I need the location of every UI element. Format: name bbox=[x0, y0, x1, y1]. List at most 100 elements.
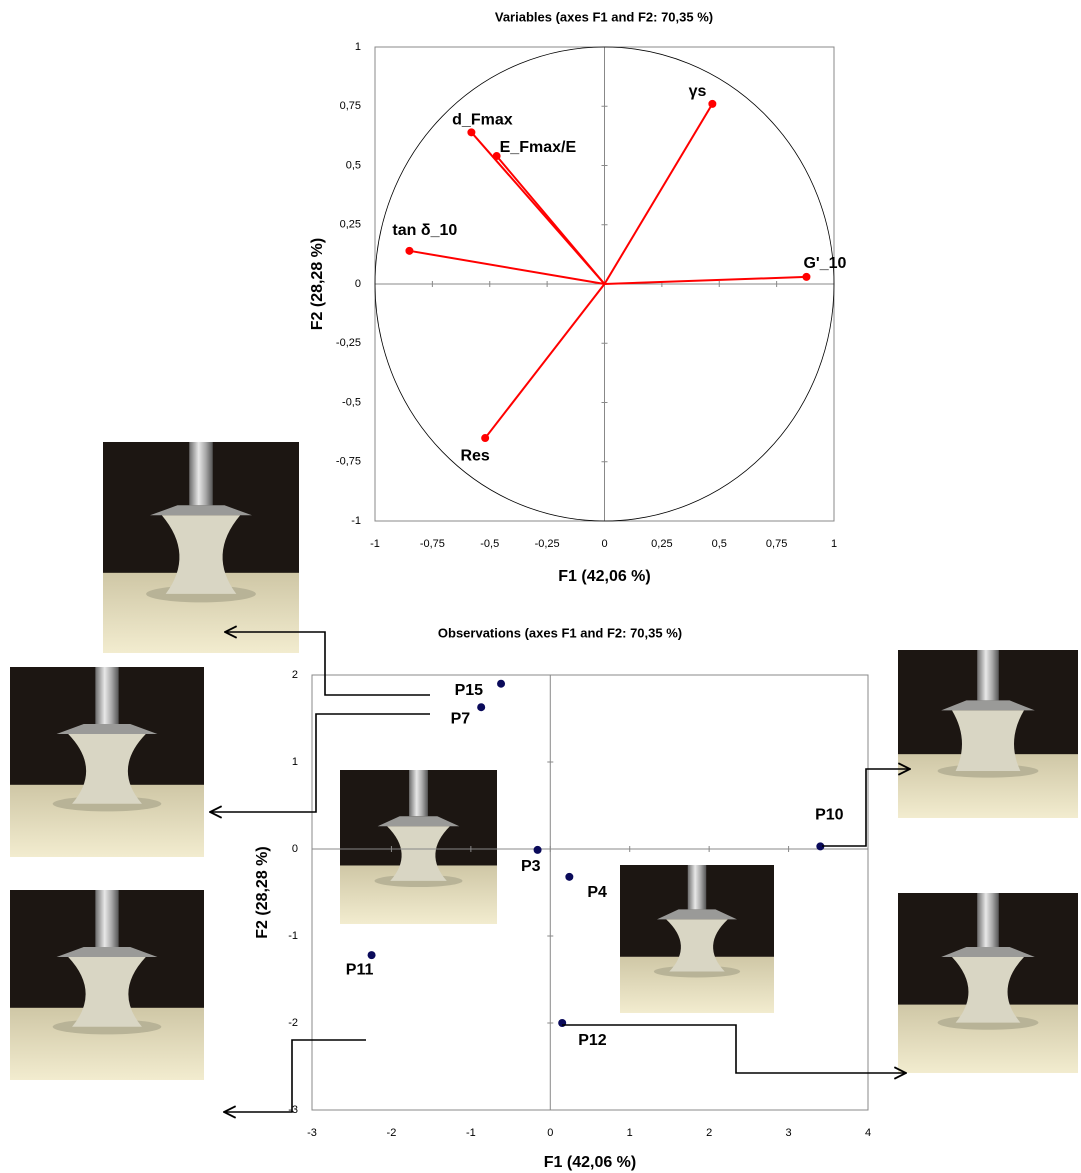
y-tick-label: 0 bbox=[292, 843, 298, 855]
y-tick-label: 2 bbox=[292, 669, 298, 681]
photo-filament bbox=[387, 826, 450, 881]
charts: -1 -0,75 -0,5 -0,25 0 0,25 0,5 0,75 1 -1 -0,75 -0,5… bbox=[10, 9, 1078, 1171]
point bbox=[497, 679, 506, 688]
y-tick-label: -3 bbox=[288, 1104, 298, 1116]
point-label: E_Fmax/E bbox=[500, 139, 577, 156]
photo-disc bbox=[377, 816, 460, 827]
photo-filament bbox=[952, 710, 1024, 771]
point-label: Res bbox=[460, 447, 489, 464]
y-tick-label: -0,5 bbox=[342, 396, 361, 408]
x-tick-label: 4 bbox=[865, 1127, 871, 1139]
x-tick-label: -3 bbox=[307, 1127, 317, 1139]
vector-point bbox=[467, 128, 476, 137]
photo bbox=[10, 890, 204, 1080]
photo bbox=[620, 865, 774, 1013]
x-tick-label: 0,5 bbox=[712, 538, 727, 550]
point-label: γs bbox=[689, 83, 707, 100]
point-label: P11 bbox=[346, 961, 374, 978]
photo-filament bbox=[952, 957, 1024, 1023]
x-tick-label: 1 bbox=[831, 538, 837, 550]
point-label: P4 bbox=[587, 884, 607, 901]
photo-disc bbox=[941, 947, 1035, 957]
vector-point bbox=[492, 152, 501, 161]
vector-line bbox=[495, 155, 606, 285]
photo bbox=[898, 893, 1078, 1073]
y-tick-label: 1 bbox=[355, 41, 361, 53]
connector-arrow bbox=[210, 713, 430, 812]
connector-arrow bbox=[822, 769, 910, 847]
x-tick-label: 0,25 bbox=[651, 538, 672, 550]
point-label: d_Fmax bbox=[452, 112, 513, 129]
x-tick-label: 0 bbox=[601, 538, 607, 550]
photo-shaft bbox=[95, 890, 119, 947]
vector-point bbox=[481, 434, 490, 443]
connector-arrow bbox=[562, 1024, 906, 1073]
y-tick-label: -2 bbox=[288, 1017, 298, 1029]
photo-shaft bbox=[977, 650, 999, 701]
photo-shaft bbox=[95, 667, 119, 724]
point-label: P3 bbox=[521, 858, 541, 875]
y-tick-label: 0,25 bbox=[340, 219, 361, 231]
vector-line bbox=[409, 249, 605, 285]
point-label: P12 bbox=[578, 1032, 607, 1049]
chart-title: Observations (axes F1 and F2: 70,35 %) bbox=[438, 625, 682, 640]
photo-disc bbox=[56, 724, 158, 734]
y-tick-label: -0,75 bbox=[336, 456, 361, 468]
vector-line bbox=[604, 275, 807, 285]
point-label: tan δ_10 bbox=[392, 222, 457, 239]
photo bbox=[10, 667, 204, 857]
connector-arrow bbox=[225, 632, 430, 696]
vector-point bbox=[708, 99, 717, 108]
photo-filament bbox=[68, 734, 146, 804]
photo-disc bbox=[941, 700, 1035, 711]
x-tick-label: -0,75 bbox=[420, 538, 445, 550]
y-tick-label: 0 bbox=[355, 278, 361, 290]
photo-disc bbox=[150, 505, 252, 516]
plot-frame bbox=[311, 674, 869, 1111]
point bbox=[565, 872, 574, 881]
photo-filament bbox=[666, 919, 728, 972]
photo bbox=[340, 770, 497, 924]
y-axis-title: F2 (28,28 %) bbox=[309, 238, 326, 330]
point bbox=[816, 842, 825, 851]
photo bbox=[898, 650, 1078, 818]
point bbox=[367, 951, 376, 960]
photo-filament bbox=[68, 957, 146, 1027]
vector-line bbox=[603, 103, 714, 285]
vector-line bbox=[484, 283, 606, 439]
photo-shaft bbox=[189, 442, 213, 506]
x-tick-label: 3 bbox=[786, 1127, 792, 1139]
vector-point bbox=[802, 272, 811, 281]
photo-shaft bbox=[687, 865, 707, 910]
y-tick-label: -1 bbox=[351, 515, 361, 527]
y-axis-title: F2 (28,28 %) bbox=[254, 846, 271, 938]
unit-circle bbox=[374, 46, 835, 522]
y-tick-label: 0,5 bbox=[346, 159, 361, 171]
photo-disc bbox=[656, 909, 738, 920]
photo-shaft bbox=[409, 770, 428, 817]
x-tick-label: 2 bbox=[706, 1127, 712, 1139]
y-tick-label: -1 bbox=[288, 930, 298, 942]
connector-arrow bbox=[224, 1039, 366, 1112]
photo-disc bbox=[56, 947, 158, 957]
x-tick-label: 0 bbox=[547, 1127, 553, 1139]
vector-point bbox=[405, 246, 414, 255]
photo bbox=[103, 442, 299, 653]
y-tick-label: -0,25 bbox=[336, 337, 361, 349]
x-tick-label: -0,25 bbox=[535, 538, 560, 550]
x-tick-label: -1 bbox=[370, 538, 380, 550]
photo-shaft bbox=[977, 893, 999, 947]
y-tick-label: 1 bbox=[292, 756, 298, 768]
x-tick-label: 0,75 bbox=[766, 538, 787, 550]
x-axis-title: F1 (42,06 %) bbox=[544, 1154, 636, 1171]
chart-title: Variables (axes F1 and F2: 70,35 %) bbox=[495, 9, 713, 24]
point-label: P15 bbox=[455, 682, 484, 699]
x-tick-label: -1 bbox=[466, 1127, 476, 1139]
point-label: G'_10 bbox=[803, 255, 846, 272]
point bbox=[477, 703, 486, 712]
y-tick-label: 0,75 bbox=[340, 100, 361, 112]
x-axis-title: F1 (42,06 %) bbox=[558, 568, 650, 585]
point-label: P7 bbox=[451, 710, 471, 727]
point bbox=[533, 845, 542, 854]
